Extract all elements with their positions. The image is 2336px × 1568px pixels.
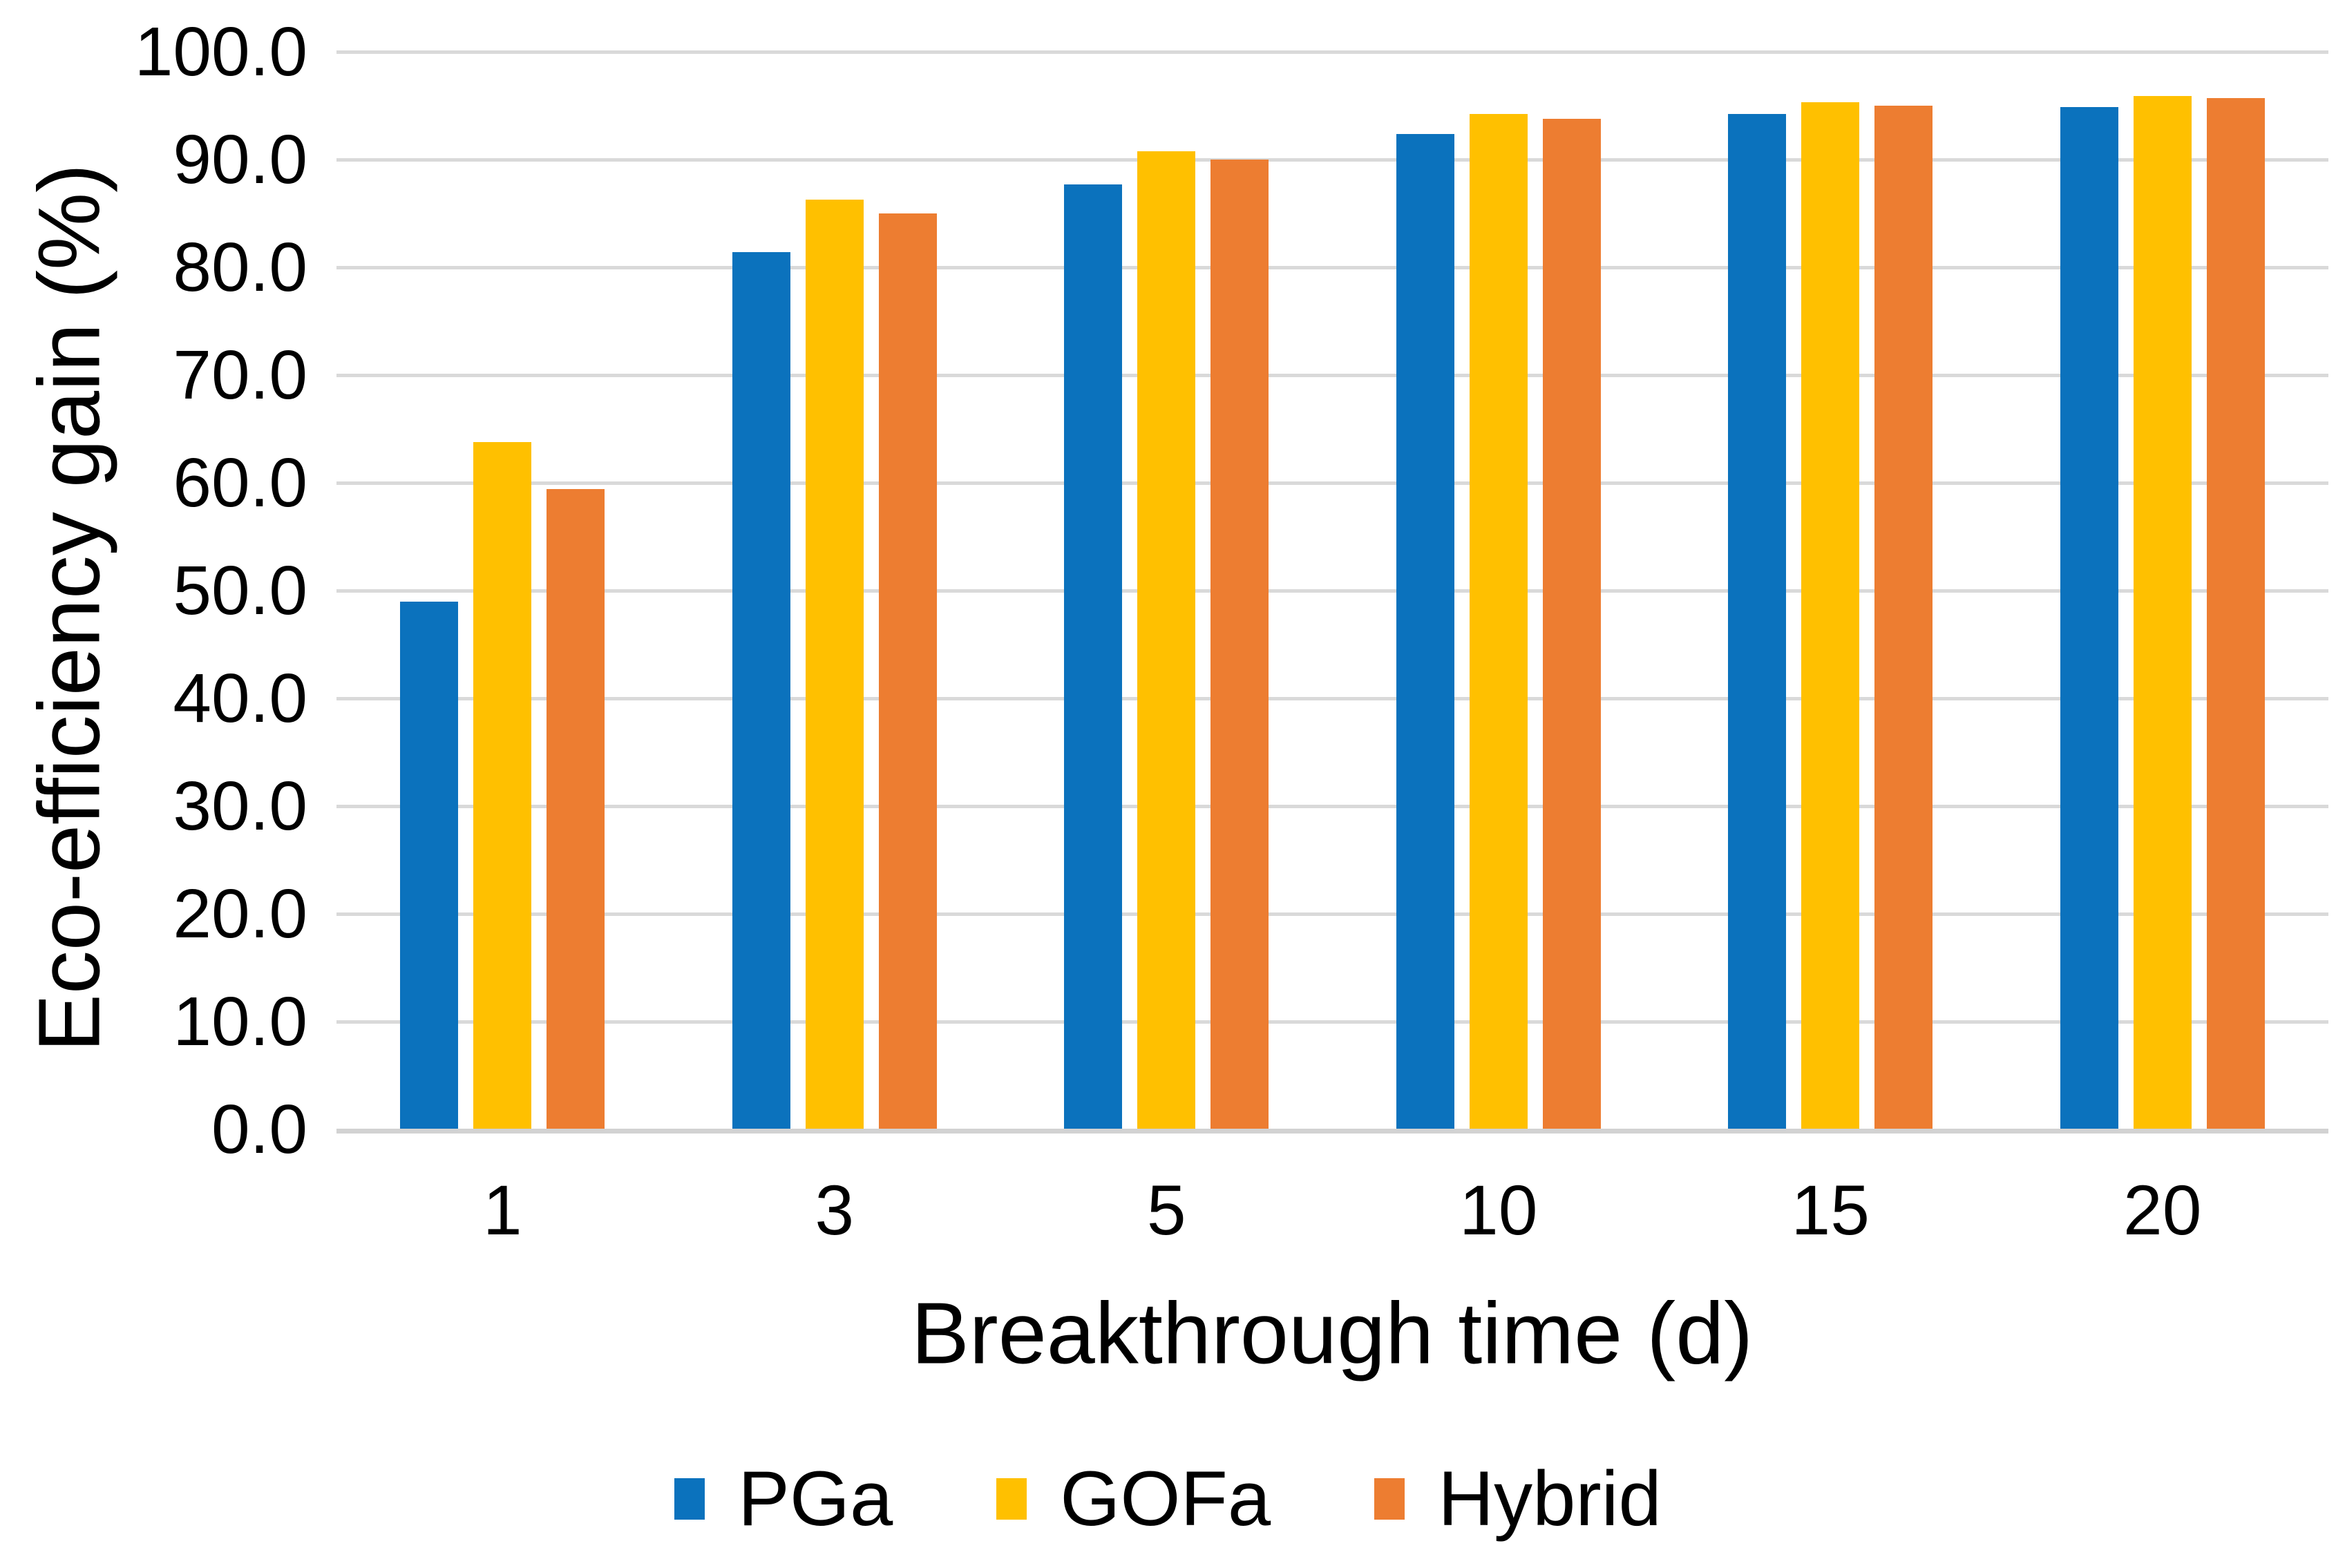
y-tick-label-80: 80.0 <box>173 229 307 306</box>
bar-GOFa-x10 <box>1469 114 1528 1129</box>
x-tick-label-3: 3 <box>815 1171 855 1250</box>
x-tick-label-15: 15 <box>1791 1171 1870 1250</box>
plot-area <box>336 50 2328 1129</box>
bar-PGa-x15 <box>1728 114 1787 1129</box>
legend-label-Hybrid: Hybrid <box>1438 1455 1662 1542</box>
bar-GOFa-x5 <box>1137 151 1196 1129</box>
x-tick-label-1: 1 <box>482 1171 522 1250</box>
legend-label-GOFa: GOFa <box>1060 1455 1271 1542</box>
bar-PGa-x20 <box>2060 106 2118 1129</box>
y-tick-label-20: 20.0 <box>173 875 307 953</box>
gridline-100 <box>336 50 2328 54</box>
legend-item-Hybrid: Hybrid <box>1374 1457 1662 1540</box>
gridline-70 <box>336 374 2328 377</box>
y-tick-label-60: 60.0 <box>173 444 307 522</box>
bar-Hybrid-x10 <box>1542 118 1601 1129</box>
bar-PGa-x1 <box>400 601 459 1129</box>
legend-swatch-PGa <box>674 1478 705 1520</box>
y-tick-label-100: 100.0 <box>134 13 307 90</box>
gridline-40 <box>336 697 2328 700</box>
y-tick-label-90: 90.0 <box>173 121 307 198</box>
y-tick-label-70: 70.0 <box>173 336 307 414</box>
bar-GOFa-x1 <box>473 441 532 1129</box>
bar-Hybrid-x15 <box>1874 106 1933 1129</box>
legend: PGa GOFa Hybrid <box>0 1457 2336 1540</box>
bar-PGa-x3 <box>732 252 790 1129</box>
gridline-90 <box>336 158 2328 162</box>
x-tick-label-20: 20 <box>2123 1171 2202 1250</box>
bar-GOFa-x20 <box>2133 95 2192 1129</box>
bar-Hybrid-x20 <box>2206 98 2265 1129</box>
bar-GOFa-x3 <box>805 199 864 1129</box>
bar-PGa-x10 <box>1396 133 1454 1129</box>
gridline-60 <box>336 481 2328 485</box>
legend-swatch-GOFa <box>996 1478 1027 1520</box>
x-axis-title: Breakthrough time (d) <box>911 1284 1754 1382</box>
y-axis-title: Eco-efficiency gain (%) <box>20 163 118 1053</box>
bar-Hybrid-x3 <box>878 213 937 1129</box>
y-tick-label-10: 10.0 <box>173 983 307 1060</box>
gridline-50 <box>336 589 2328 593</box>
bar-GOFa-x15 <box>1801 102 1860 1129</box>
legend-item-PGa: PGa <box>674 1457 893 1540</box>
x-tick-label-10: 10 <box>1459 1171 1538 1250</box>
gridline-80 <box>336 266 2328 269</box>
gridline-20 <box>336 912 2328 916</box>
legend-item-GOFa: GOFa <box>996 1457 1271 1540</box>
x-axis-line <box>336 1129 2328 1134</box>
y-tick-label-30: 30.0 <box>173 767 307 845</box>
bar-Hybrid-x5 <box>1210 160 1269 1129</box>
y-tick-label-40: 40.0 <box>173 660 307 737</box>
y-tick-label-0: 0.0 <box>211 1091 307 1168</box>
gridline-30 <box>336 805 2328 808</box>
legend-label-PGa: PGa <box>738 1455 893 1542</box>
gridline-10 <box>336 1020 2328 1024</box>
x-tick-label-5: 5 <box>1146 1171 1186 1250</box>
legend-swatch-Hybrid <box>1374 1478 1405 1520</box>
bar-PGa-x5 <box>1064 184 1123 1129</box>
bar-Hybrid-x1 <box>547 489 605 1129</box>
y-tick-label-50: 50.0 <box>173 552 307 629</box>
